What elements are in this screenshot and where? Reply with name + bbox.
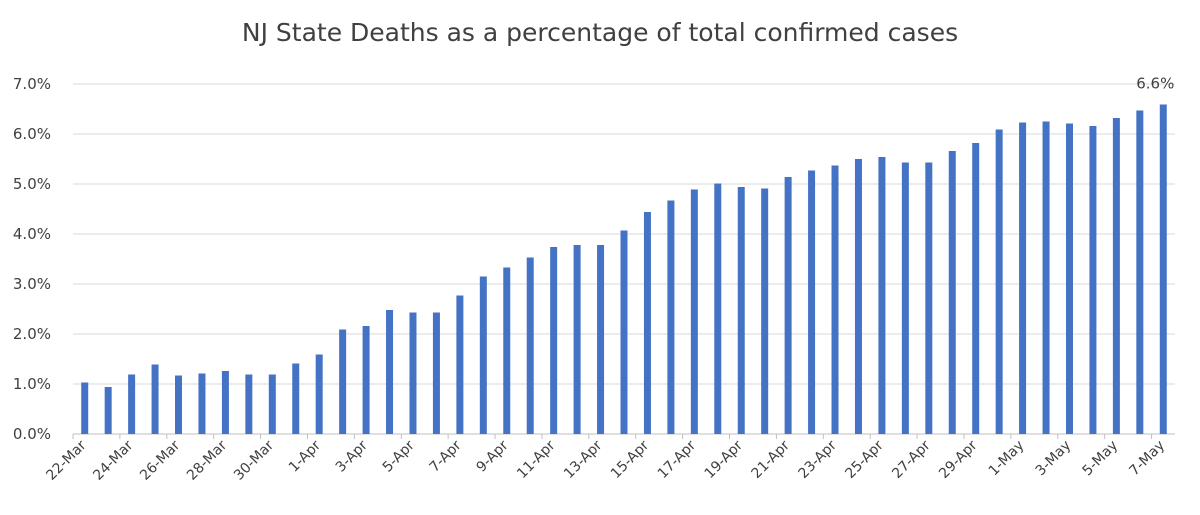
bar	[1089, 126, 1097, 434]
bar	[761, 188, 769, 434]
x-tick-label: 17-Apr	[655, 437, 700, 482]
bar	[81, 382, 89, 434]
x-tick-label: 3-Apr	[333, 437, 371, 475]
x-tick-label: 24-Mar	[90, 437, 136, 483]
bar	[995, 129, 1003, 434]
bar	[1065, 123, 1073, 434]
y-tick-label: 1.0%	[13, 375, 51, 393]
x-tick-label: 30-Mar	[231, 437, 277, 483]
bar	[737, 187, 745, 434]
x-tick-label: 9-Apr	[473, 437, 511, 475]
x-tick-label: 22-Mar	[43, 437, 89, 483]
x-tick-label: 7-May	[1126, 438, 1168, 480]
bar	[432, 312, 440, 434]
bar	[456, 295, 464, 434]
x-tick-label: 7-Apr	[427, 437, 465, 475]
bar	[831, 165, 839, 434]
chart-title: NJ State Deaths as a percentage of total…	[241, 18, 959, 47]
bar	[526, 257, 534, 434]
x-tick-label: 15-Apr	[608, 437, 653, 482]
bar	[901, 162, 909, 434]
bar	[667, 200, 675, 434]
y-tick-label: 7.0%	[13, 75, 51, 93]
x-tick-label: 23-Apr	[795, 437, 840, 482]
bar	[597, 245, 605, 434]
bar	[268, 374, 276, 434]
bar	[315, 354, 323, 434]
x-tick-label: 27-Apr	[889, 437, 934, 482]
bar	[854, 159, 862, 434]
data-label: 6.6%	[1136, 75, 1174, 93]
bar	[948, 151, 956, 434]
bar	[690, 189, 698, 434]
y-tick-label: 3.0%	[13, 275, 51, 293]
bar	[386, 310, 394, 434]
bar	[151, 364, 159, 434]
y-tick-label: 4.0%	[13, 225, 51, 243]
bar	[128, 374, 136, 434]
bar	[1136, 110, 1144, 434]
x-tick-label: 3-May	[1033, 438, 1075, 480]
x-tick-label: 5-Apr	[380, 437, 418, 475]
bar	[503, 267, 511, 434]
x-tick-label: 11-Apr	[514, 437, 559, 482]
bar	[784, 177, 792, 434]
x-tick-label: 5-May	[1080, 438, 1122, 480]
bar	[1042, 121, 1050, 434]
bar	[479, 276, 487, 434]
bar	[221, 371, 229, 434]
bar	[292, 363, 300, 434]
bar	[362, 326, 370, 434]
x-tick-label: 29-Apr	[936, 437, 981, 482]
bar	[972, 143, 980, 434]
x-tick-label: 1-Apr	[286, 437, 324, 475]
y-tick-label: 2.0%	[13, 325, 51, 343]
x-tick-label: 26-Mar	[137, 437, 183, 483]
bar	[1112, 118, 1120, 434]
bar	[714, 183, 722, 434]
y-tick-label: 0.0%	[13, 425, 51, 443]
bar	[339, 329, 347, 434]
bar	[808, 170, 816, 434]
y-tick-label: 6.0%	[13, 125, 51, 143]
bar	[175, 375, 183, 434]
x-tick-label: 25-Apr	[842, 437, 887, 482]
bar	[245, 374, 253, 434]
bar	[1019, 122, 1027, 434]
bar	[925, 162, 933, 434]
bar	[550, 247, 558, 434]
bar	[573, 245, 581, 434]
x-tick-label: 19-Apr	[702, 437, 747, 482]
bar	[620, 230, 628, 434]
bar	[878, 157, 886, 434]
x-tick-label: 1-May	[986, 438, 1028, 480]
x-tick-label: 28-Mar	[184, 437, 230, 483]
bar	[198, 373, 206, 434]
x-tick-label: 21-Apr	[749, 437, 794, 482]
bar	[409, 312, 417, 434]
y-tick-label: 5.0%	[13, 175, 51, 193]
x-tick-label: 13-Apr	[561, 437, 606, 482]
bar	[104, 387, 112, 434]
bar	[643, 212, 651, 434]
bar	[1159, 104, 1167, 434]
